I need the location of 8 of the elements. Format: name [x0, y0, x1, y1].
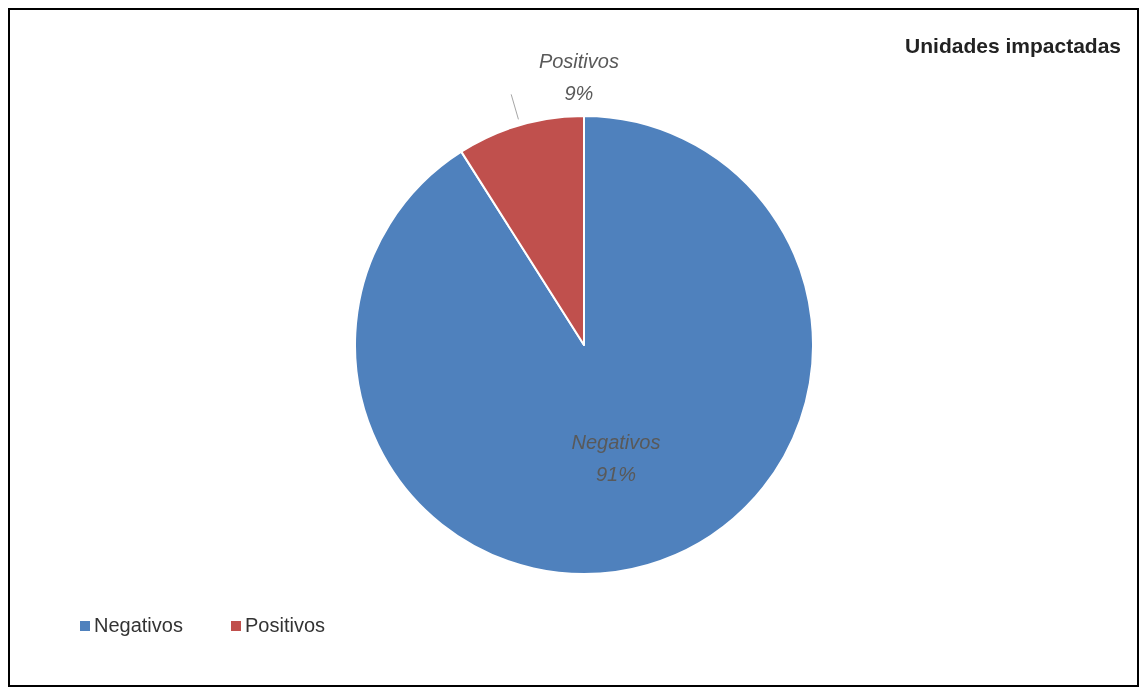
slice-label: Positivos [538, 50, 619, 73]
legend-label: Negativos [94, 614, 183, 636]
legend-label: Positivos [245, 614, 326, 636]
slice-label: Negativos [571, 430, 661, 453]
text: Unidades impactadas [905, 34, 1121, 57]
data-label: 91% [595, 462, 636, 485]
data-label: 9% [564, 82, 594, 105]
pie-slice [354, 115, 814, 575]
